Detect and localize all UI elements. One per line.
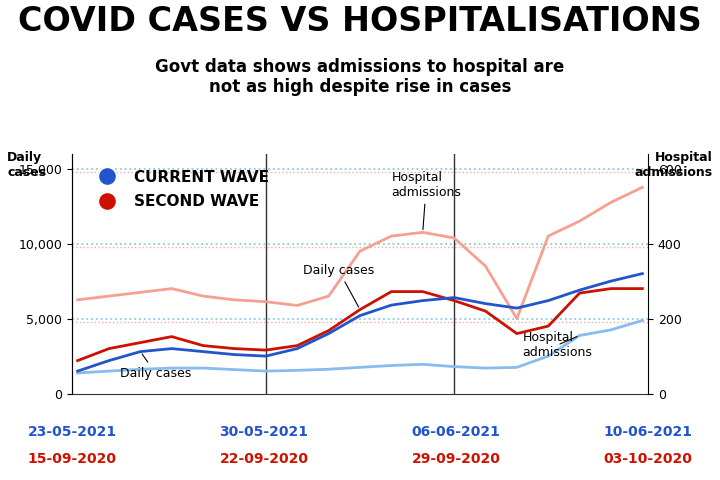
Text: 03-10-2020: 03-10-2020: [603, 452, 693, 466]
Legend: CURRENT WAVE, SECOND WAVE: CURRENT WAVE, SECOND WAVE: [86, 164, 275, 215]
Text: Hospital
admissions: Hospital admissions: [392, 170, 462, 229]
Text: 23-05-2021: 23-05-2021: [27, 425, 117, 439]
Text: 15-09-2020: 15-09-2020: [27, 452, 117, 466]
Text: Daily cases: Daily cases: [120, 354, 192, 380]
Text: Hospital
admissions: Hospital admissions: [523, 331, 593, 359]
Text: Govt data shows admissions to hospital are
not as high despite rise in cases: Govt data shows admissions to hospital a…: [156, 58, 564, 96]
Text: 29-09-2020: 29-09-2020: [412, 452, 500, 466]
Text: 30-05-2021: 30-05-2021: [220, 425, 308, 439]
Text: Daily cases: Daily cases: [303, 264, 374, 307]
Text: Hospital
admissions: Hospital admissions: [634, 151, 713, 179]
Text: Daily
cases: Daily cases: [7, 151, 46, 179]
Text: 22-09-2020: 22-09-2020: [220, 452, 308, 466]
Text: 06-06-2021: 06-06-2021: [412, 425, 500, 439]
Text: 10-06-2021: 10-06-2021: [603, 425, 693, 439]
Text: COVID CASES VS HOSPITALISATIONS: COVID CASES VS HOSPITALISATIONS: [18, 5, 702, 38]
